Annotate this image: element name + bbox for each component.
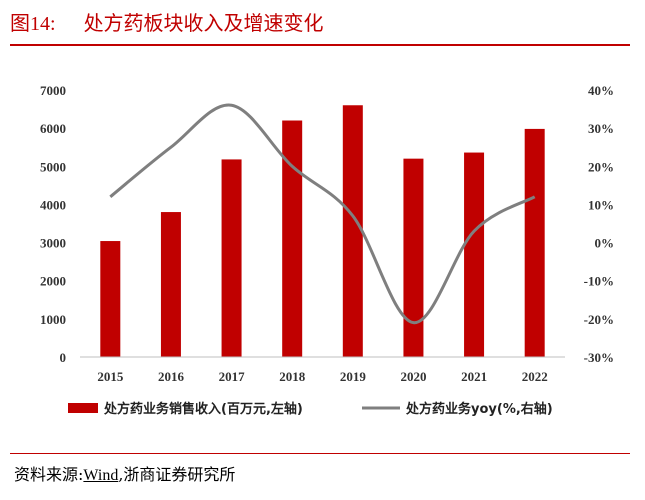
revenue-bar xyxy=(100,241,121,357)
y-left-tick-label: 3000 xyxy=(40,236,66,251)
y-right-tick-label: 10% xyxy=(588,197,614,212)
x-tick-label: 2018 xyxy=(279,369,306,384)
y-right-tick-label: 0% xyxy=(595,236,615,251)
y-left-tick-label: 0 xyxy=(60,350,67,365)
y-left-tick-label: 4000 xyxy=(40,197,66,212)
revenue-bar xyxy=(282,120,303,357)
title-rule xyxy=(10,44,630,46)
x-tick-label: 2022 xyxy=(522,369,548,384)
source-wind-link[interactable]: Wind xyxy=(83,467,119,484)
source-rule xyxy=(10,453,630,454)
legend-bar-swatch xyxy=(68,403,98,413)
legend-line-label: 处方药业务yoy(%,右轴) xyxy=(405,401,553,417)
x-tick-label: 2017 xyxy=(219,369,246,384)
source-note: 资料来源:Wind,浙商证券研究所 xyxy=(14,463,235,487)
revenue-bar xyxy=(524,128,545,357)
y-left-tick-label: 7000 xyxy=(40,83,66,98)
figure-title-text: 处方药板块收入及增速变化 xyxy=(83,11,324,35)
revenue-bar xyxy=(160,212,181,357)
figure-number: 图14: xyxy=(10,13,56,35)
y-right-tick-label: -10% xyxy=(584,274,614,289)
y-right-tick-label: 40% xyxy=(588,83,614,98)
revenue-bar xyxy=(464,152,485,357)
legend-bar-label: 处方药业务销售收入(百万元,左轴) xyxy=(103,401,303,417)
y-left-tick-label: 6000 xyxy=(40,121,66,136)
figure-title: 图14: 处方药板块收入及增速变化 xyxy=(10,8,324,38)
y-right-tick-label: 30% xyxy=(588,121,614,136)
source-rest: ,浙商证券研究所 xyxy=(118,465,236,484)
x-tick-label: 2016 xyxy=(158,369,185,384)
revenue-bar xyxy=(221,159,242,357)
x-tick-label: 2020 xyxy=(400,369,426,384)
x-tick-label: 2021 xyxy=(461,369,487,384)
source-label: 资料来源: xyxy=(14,465,84,484)
y-left-tick-label: 5000 xyxy=(40,159,66,174)
x-tick-label: 2019 xyxy=(340,369,367,384)
y-left-tick-label: 1000 xyxy=(40,312,66,327)
x-tick-label: 2015 xyxy=(97,369,124,384)
y-right-tick-label: -30% xyxy=(584,350,614,365)
y-left-tick-label: 2000 xyxy=(40,274,66,289)
y-right-tick-label: 20% xyxy=(588,159,614,174)
revenue-bar xyxy=(342,105,363,357)
revenue-bar xyxy=(403,158,424,357)
y-right-tick-label: -20% xyxy=(584,312,614,327)
yoy-line xyxy=(109,103,536,325)
